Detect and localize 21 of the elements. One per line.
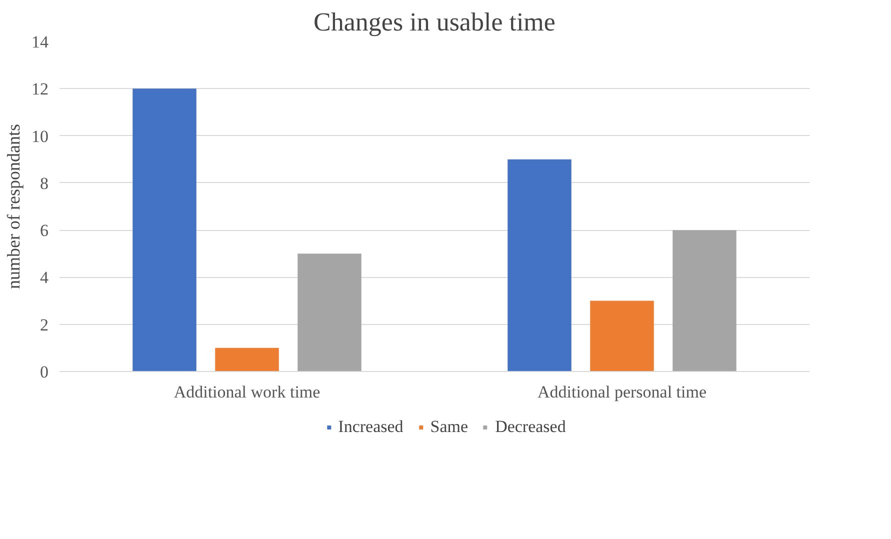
x-tick-label: Additional work time [174,382,320,402]
bar [590,300,654,372]
bar [215,348,279,372]
bar [672,230,736,372]
bar [132,88,196,372]
y-tick-label: 0 [40,362,48,382]
x-tick-label: Additional personal time [537,382,707,402]
legend-label: Same [430,416,468,436]
y-tick-label: 2 [40,315,48,334]
y-axis-title: number of respondants [4,124,24,289]
bar [298,254,362,372]
bar [508,159,572,372]
y-tick-label: 10 [32,126,48,146]
legend-label: Increased [338,416,404,436]
chart-title: Changes in usable time [314,8,556,36]
legend-label: Decreased [495,416,566,436]
y-tick-label: 6 [40,221,48,240]
y-tick-label: 8 [40,174,48,193]
y-tick-label: 12 [32,80,48,99]
y-tick-label: 14 [32,32,49,52]
y-tick-label: 4 [40,268,49,288]
